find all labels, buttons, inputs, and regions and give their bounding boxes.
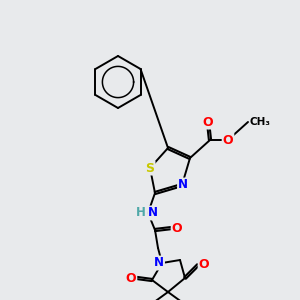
Text: N: N — [148, 206, 158, 220]
Text: O: O — [223, 134, 233, 146]
Text: N: N — [154, 256, 164, 269]
Text: H: H — [136, 206, 146, 220]
Text: O: O — [199, 259, 209, 272]
Text: O: O — [126, 272, 136, 284]
Text: O: O — [172, 221, 182, 235]
Text: S: S — [146, 161, 154, 175]
Text: N: N — [178, 178, 188, 191]
Text: O: O — [203, 116, 213, 128]
Text: CH₃: CH₃ — [250, 117, 271, 127]
